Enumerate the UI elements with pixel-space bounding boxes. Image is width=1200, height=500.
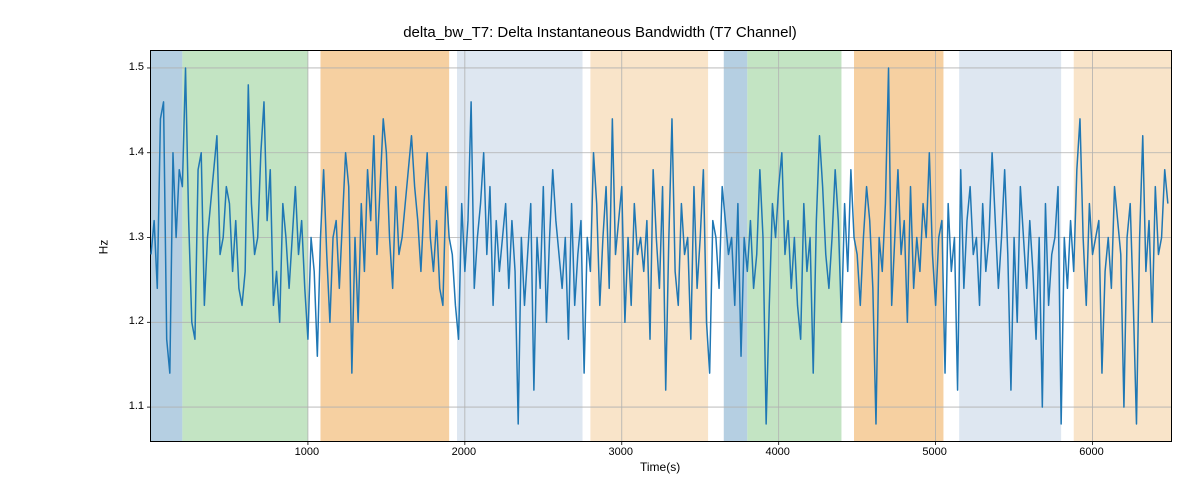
y-tick-label: 1.1 [116,400,144,412]
x-tick-label: 1000 [295,446,319,458]
y-tick-label: 1.4 [116,146,144,158]
chart-title: delta_bw_T7: Delta Instantaneous Bandwid… [0,24,1200,41]
x-axis-label: Time(s) [640,460,680,474]
highlight-region [854,51,943,441]
plot-area [150,50,1172,442]
y-tick-label: 1.5 [116,61,144,73]
x-tick-label: 5000 [922,446,946,458]
figure: delta_bw_T7: Delta Instantaneous Bandwid… [0,0,1200,500]
highlight-region [457,51,583,441]
x-tick-label: 4000 [765,446,789,458]
y-tick-label: 1.2 [116,315,144,327]
x-tick-label: 6000 [1079,446,1103,458]
y-axis-label: Hz [96,240,110,255]
x-tick-label: 3000 [609,446,633,458]
highlight-region [320,51,449,441]
x-tick-label: 2000 [452,446,476,458]
plot-svg [151,51,1171,441]
y-tick-label: 1.3 [116,231,144,243]
